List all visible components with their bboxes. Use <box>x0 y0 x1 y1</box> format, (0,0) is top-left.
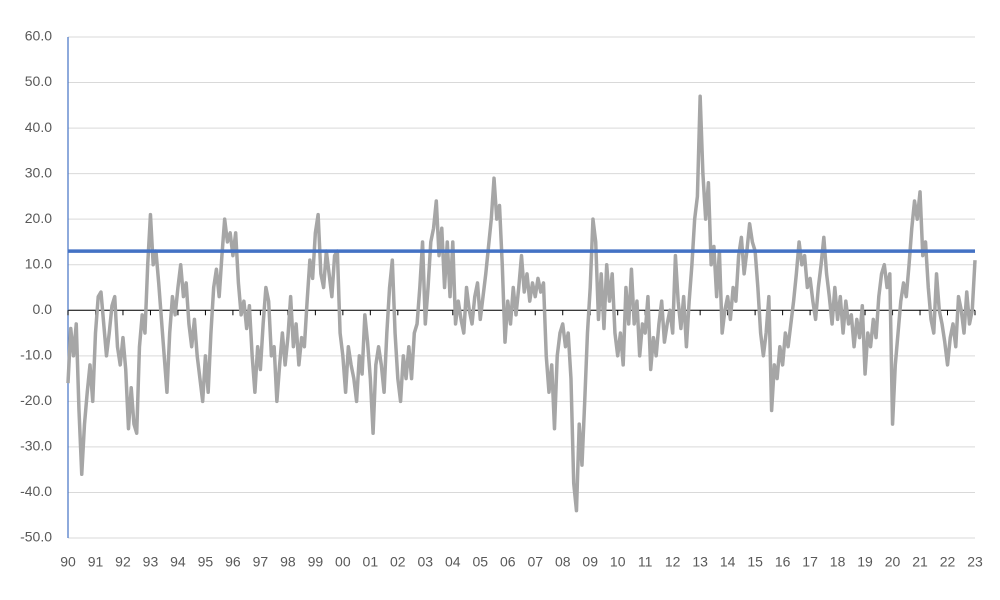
data-line <box>66 94 977 513</box>
y-tick-label: -30.0 <box>20 438 52 454</box>
x-tick-label: 13 <box>692 554 708 570</box>
x-tick-label: 08 <box>555 554 571 570</box>
x-tick-label: 95 <box>198 554 214 570</box>
x-tick-label: 07 <box>527 554 543 570</box>
x-tick-label: 09 <box>582 554 598 570</box>
y-tick-label: 40.0 <box>25 119 52 135</box>
x-tick-label: 23 <box>967 554 983 570</box>
x-tick-label: 12 <box>665 554 681 570</box>
x-tick-label: 00 <box>335 554 351 570</box>
x-tick-label: 04 <box>445 554 461 570</box>
x-tick-label: 03 <box>418 554 434 570</box>
x-tick-label: 19 <box>857 554 873 570</box>
y-tick-label: -10.0 <box>20 347 52 363</box>
x-tick-label: 17 <box>802 554 818 570</box>
x-tick-label: 15 <box>747 554 763 570</box>
y-tick-label: 10.0 <box>25 255 52 271</box>
y-tick-label: 60.0 <box>25 28 52 44</box>
y-tick-label: 0.0 <box>33 301 53 317</box>
y-tick-label: -40.0 <box>20 483 52 499</box>
x-tick-label: 93 <box>143 554 159 570</box>
x-tick-label: 91 <box>88 554 104 570</box>
x-tick-label: 22 <box>940 554 956 570</box>
x-tick-label: 06 <box>500 554 516 570</box>
y-tick-label: 20.0 <box>25 210 52 226</box>
x-tick-label: 97 <box>253 554 269 570</box>
x-tick-label: 99 <box>308 554 324 570</box>
x-tick-label: 94 <box>170 554 186 570</box>
x-tick-label: 18 <box>830 554 846 570</box>
y-tick-label: -20.0 <box>20 392 52 408</box>
y-tick-label: -50.0 <box>20 529 52 545</box>
x-tick-label: 05 <box>472 554 488 570</box>
x-tick-label: 01 <box>363 554 379 570</box>
y-tick-label: 50.0 <box>25 73 52 89</box>
x-tick-label: 11 <box>638 554 653 570</box>
y-tick-label: 30.0 <box>25 164 52 180</box>
x-tick-label: 90 <box>60 554 76 570</box>
x-tick-label: 14 <box>720 554 736 570</box>
x-tick-label: 92 <box>115 554 131 570</box>
x-tick-label: 98 <box>280 554 296 570</box>
x-tick-label: 21 <box>912 554 928 570</box>
x-tick-label: 10 <box>610 554 626 570</box>
x-tick-label: 20 <box>885 554 901 570</box>
x-tick-label: 02 <box>390 554 406 570</box>
x-tick-label: 16 <box>775 554 791 570</box>
x-tick-label: 96 <box>225 554 241 570</box>
